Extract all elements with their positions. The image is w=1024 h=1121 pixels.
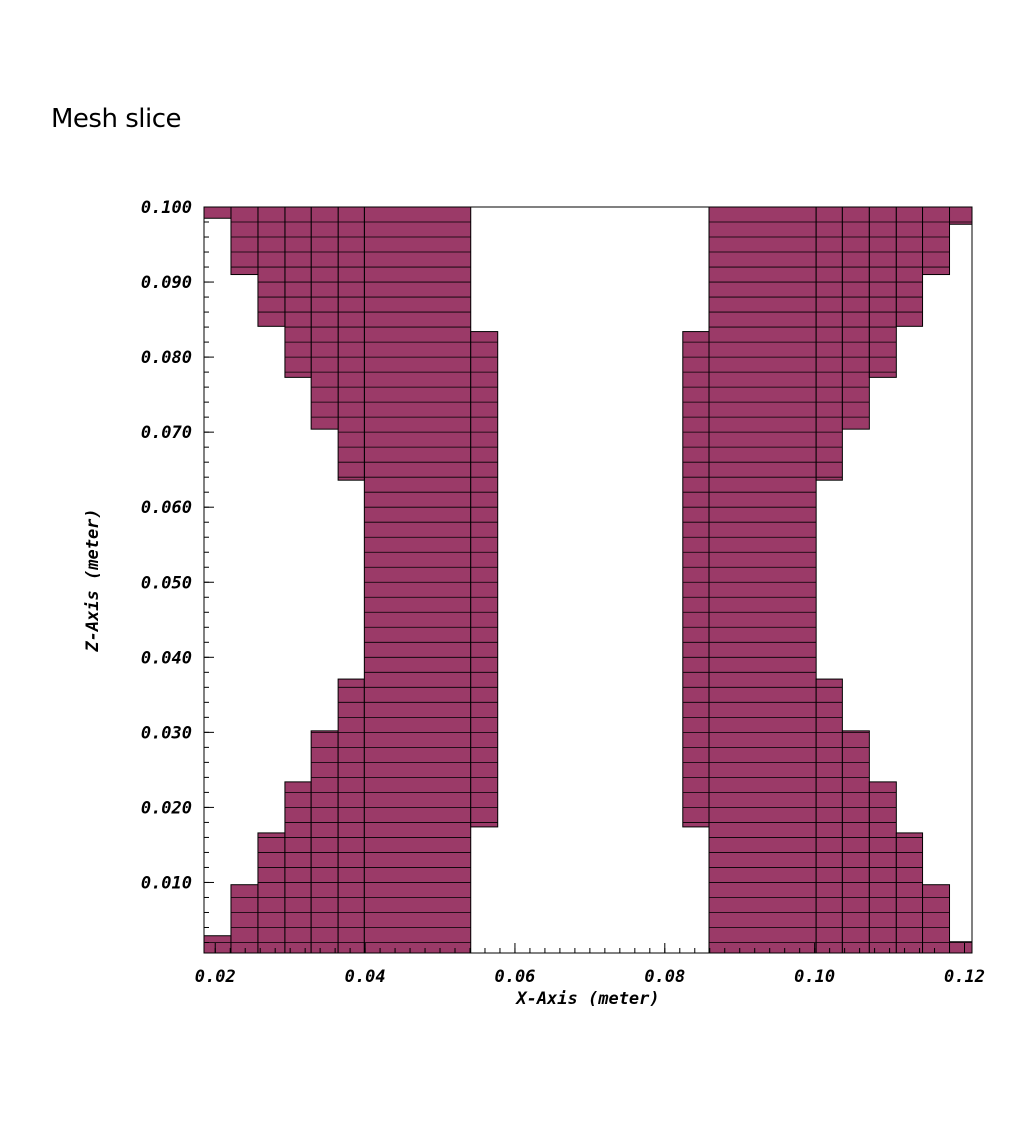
mesh-region-27 <box>949 207 972 225</box>
y-tick-label: 0.060 <box>141 498 192 518</box>
mesh-region-fill <box>230 884 259 953</box>
mesh-region-7 <box>470 331 499 828</box>
mesh-region-fill <box>470 331 499 828</box>
mesh-region-fill <box>949 207 972 225</box>
plot-frame <box>203 206 973 954</box>
x-axis-title: X-Axis (meter) <box>514 989 659 1009</box>
mesh-region-fill <box>895 832 924 953</box>
mesh-region-24 <box>868 207 897 378</box>
mesh-region-14 <box>682 331 710 828</box>
mesh-region-23 <box>841 207 870 430</box>
mesh-region-26 <box>922 207 951 276</box>
mesh-region-fill <box>841 207 870 430</box>
x-tick-label: 0.10 <box>794 967 835 987</box>
x-tick-label: 0.04 <box>345 967 386 987</box>
mesh-region-fill <box>949 941 972 953</box>
y-tick-label: 0.080 <box>141 348 192 368</box>
mesh-region-5 <box>337 678 365 953</box>
mesh-region-11 <box>257 207 286 327</box>
mesh-region-0 <box>204 935 232 953</box>
mesh-region-12 <box>230 207 259 276</box>
mesh-region-fill <box>337 207 365 481</box>
y-axis-title: Z-Axis (meter) <box>83 508 103 652</box>
mesh-region-fill <box>230 207 259 276</box>
mesh-region-fill <box>708 207 817 953</box>
mesh-region-fill <box>922 884 951 953</box>
y-tick-label: 0.030 <box>141 723 192 743</box>
mesh-region-16 <box>815 678 843 953</box>
x-axis: 0.02 0.04 0.06 0.08 0.10 0.12 <box>195 943 985 987</box>
y-tick-label: 0.040 <box>141 648 192 668</box>
x-tick-label: 0.06 <box>494 967 535 987</box>
y-tick-label: 0.090 <box>141 273 192 293</box>
y-tick-label: 0.050 <box>141 573 192 593</box>
mesh-region-17 <box>841 730 870 953</box>
y-tick-label: 0.010 <box>141 873 192 893</box>
mesh-region-20 <box>922 884 951 953</box>
mesh-region-19 <box>895 832 924 953</box>
mesh-region-22 <box>815 207 843 481</box>
mesh-region-15 <box>708 207 817 953</box>
mesh-region-10 <box>284 207 312 378</box>
x-tick-label: 0.08 <box>644 967 685 987</box>
mesh-region-4 <box>310 730 339 953</box>
mesh-region-2 <box>257 832 286 953</box>
mesh-region-25 <box>895 207 924 327</box>
mesh-cells <box>204 207 972 953</box>
mesh-region-1 <box>230 884 259 953</box>
mesh-region-fill <box>363 207 472 953</box>
y-tick-label: 0.070 <box>141 423 192 443</box>
mesh-region-fill <box>682 331 710 828</box>
mesh-region-fill <box>204 935 232 953</box>
mesh-region-6 <box>363 207 472 953</box>
mesh-region-8 <box>337 207 365 481</box>
x-tick-label: 0.02 <box>195 967 236 987</box>
plot-area <box>203 206 973 954</box>
mesh-region-3 <box>284 781 312 953</box>
mesh-region-fill <box>922 207 951 276</box>
mesh-region-fill <box>841 730 870 953</box>
mesh-region-9 <box>310 207 339 430</box>
mesh-region-13 <box>204 207 232 219</box>
y-tick-label: 0.020 <box>141 798 192 818</box>
chart-title: Mesh slice <box>51 104 182 134</box>
y-axis: 0.010 0.020 0.030 0.040 0.050 0.060 0.070 0.080… <box>141 198 214 943</box>
mesh-region-21 <box>949 941 972 953</box>
mesh-region-fill <box>310 730 339 953</box>
mesh-region-fill <box>337 678 365 953</box>
mesh-region-fill <box>284 207 312 378</box>
y-tick-label: 0.100 <box>141 198 192 218</box>
mesh-region-fill <box>310 207 339 430</box>
mesh-region-fill <box>815 678 843 953</box>
mesh-region-18 <box>868 781 897 953</box>
mesh-region-fill <box>257 832 286 953</box>
x-tick-label: 0.12 <box>944 967 985 987</box>
mesh-region-fill <box>868 207 897 378</box>
mesh-region-fill <box>204 207 232 219</box>
mesh-region-fill <box>815 207 843 481</box>
